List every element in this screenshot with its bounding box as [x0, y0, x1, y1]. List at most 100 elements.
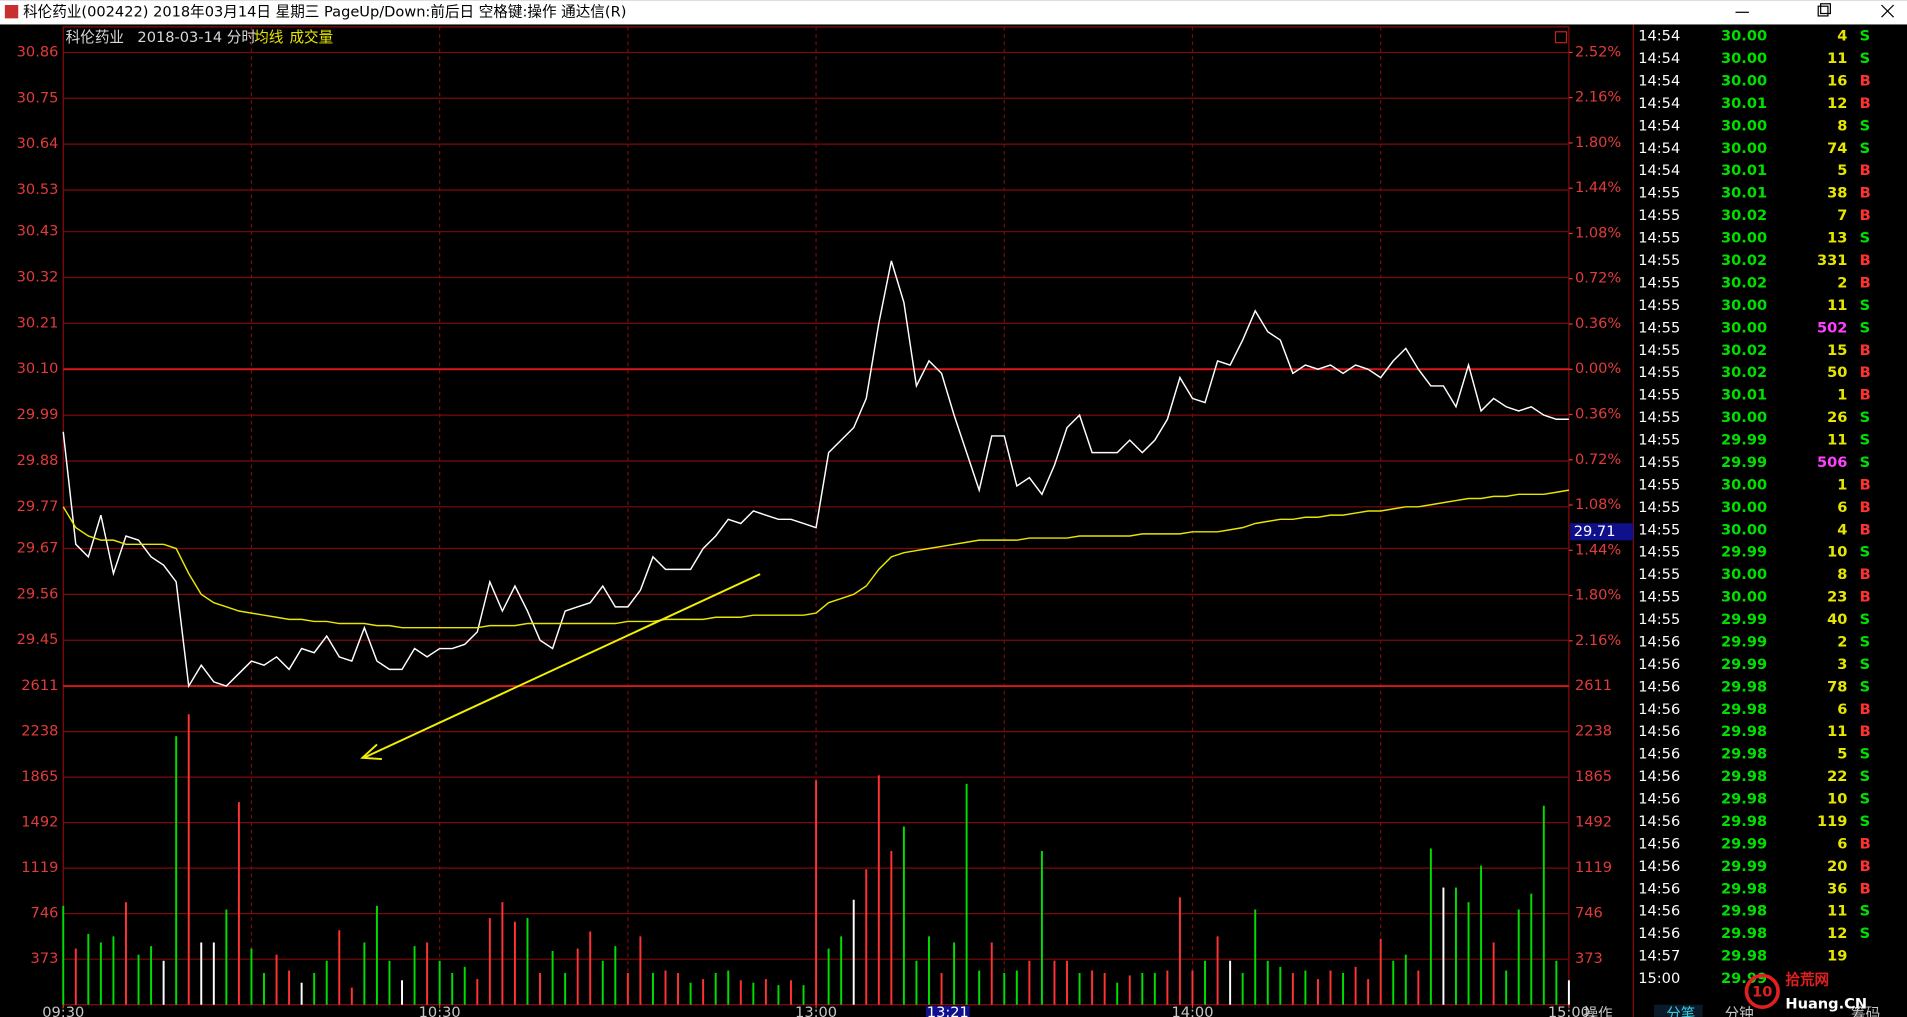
- trade-side: B: [1860, 364, 1871, 381]
- legend-volume: 成交量: [289, 28, 333, 46]
- volume-bar: [87, 933, 90, 1005]
- trade-price: 29.99: [1721, 656, 1767, 673]
- trade-price: 29.98: [1721, 746, 1767, 763]
- trade-volume: 6: [1837, 499, 1847, 516]
- y-tick-label-right: 746: [1575, 905, 1603, 922]
- trade-time: 14:56: [1638, 768, 1680, 785]
- trade-price: 30.00: [1721, 499, 1767, 516]
- volume-bar: [1367, 979, 1370, 1005]
- trade-time: 14:55: [1638, 521, 1680, 538]
- trade-volume: 8: [1837, 566, 1847, 583]
- annotation-arrow: [360, 573, 761, 761]
- trade-side: B: [1860, 185, 1871, 202]
- restore-button[interactable]: [1817, 3, 1831, 17]
- y-tick-label: 30.32: [17, 269, 59, 286]
- trade-volume: 4: [1837, 28, 1847, 45]
- trade-price: 30.02: [1721, 364, 1767, 381]
- trade-time: 14:56: [1638, 880, 1680, 897]
- volume-bar: [1454, 887, 1457, 1005]
- marks-layer: 13:21 29.71: [62, 260, 1634, 1017]
- trade-time: 14:55: [1638, 611, 1680, 628]
- trade-time: 14:54: [1638, 162, 1680, 179]
- volume-bar: [1480, 865, 1483, 1005]
- trade-side: S: [1860, 454, 1871, 471]
- volume-bar: [1053, 960, 1056, 1005]
- y2-tick-label: 0.72%: [1575, 451, 1621, 468]
- volume-bar: [1040, 850, 1043, 1005]
- trade-side: S: [1860, 28, 1871, 45]
- trade-side: S: [1860, 678, 1871, 695]
- trade-volume: 40: [1827, 611, 1847, 628]
- trade-time: 14:55: [1638, 342, 1680, 359]
- trade-time: 14:55: [1638, 274, 1680, 291]
- grid-layer: 30.86 30.75 30.64 30.53 30.43 30.32 30.21 30.10…: [17, 26, 1621, 1017]
- trade-price: 30.01: [1721, 162, 1767, 179]
- trade-volume: 10: [1827, 544, 1847, 561]
- volume-bar: [1178, 897, 1181, 1005]
- y-tick-label: 30.64: [17, 135, 59, 152]
- volume-bar: [263, 972, 265, 1005]
- trade-volume: 6: [1837, 835, 1847, 852]
- volume-bar: [1116, 982, 1119, 1005]
- trade-side: S: [1860, 791, 1871, 808]
- volume-bar: [62, 905, 65, 1005]
- trade-volume: 20: [1827, 858, 1847, 875]
- volume-bar: [463, 966, 466, 1005]
- y2-tick-label: 0.36%: [1575, 406, 1621, 423]
- volume-bar: [1379, 938, 1382, 1005]
- volume-bar: [300, 982, 303, 1005]
- trade-side: B: [1860, 476, 1871, 493]
- tab[interactable]: 筹码: [1851, 1005, 1880, 1017]
- volume-bar: [526, 918, 529, 1005]
- y-tick-label-right: 2238: [1575, 723, 1612, 740]
- trade-price: 30.02: [1721, 207, 1767, 224]
- y2-tick-label: 2.16%: [1575, 89, 1621, 106]
- trade-side: S: [1860, 544, 1871, 561]
- trade-price: 30.00: [1721, 50, 1767, 67]
- volume-bar: [187, 714, 190, 1005]
- volume-bar: [1204, 960, 1207, 1005]
- trade-price: 29.99: [1721, 858, 1767, 875]
- watermark-name: 拾荒网: [1785, 970, 1829, 988]
- tab[interactable]: 分钟: [1725, 1005, 1754, 1017]
- tab[interactable]: 分笔: [1666, 1005, 1695, 1017]
- y-tick-label-right: 1492: [1575, 814, 1612, 831]
- trade-time: 14:55: [1638, 387, 1680, 404]
- volume-bar: [764, 979, 767, 1005]
- volume-bar: [363, 942, 366, 1005]
- y-tick-label-right: 373: [1575, 950, 1603, 967]
- trade-time: 14:55: [1638, 207, 1680, 224]
- close-button[interactable]: [1881, 4, 1895, 18]
- trade-time: 14:55: [1638, 230, 1680, 247]
- volume-bar: [1354, 966, 1357, 1005]
- window-title: 科伦药业(002422) 2018年03月14日 星期三 PageUp/Down…: [23, 3, 626, 20]
- y-tick-label: 373: [31, 950, 59, 967]
- volume-bar: [1216, 936, 1219, 1005]
- x-tick-label: 10:30: [419, 1004, 461, 1017]
- trade-volume: 10: [1827, 791, 1847, 808]
- trade-time: 14:55: [1638, 297, 1680, 314]
- trade-time: 14:56: [1638, 835, 1680, 852]
- volume-bar: [1505, 970, 1508, 1005]
- volume-bar: [539, 972, 542, 1005]
- cursor-x-box: [925, 1005, 970, 1017]
- y2-tick-label: 1.08%: [1575, 496, 1621, 513]
- trade-side: B: [1860, 252, 1871, 269]
- expand-icon[interactable]: [1554, 31, 1568, 44]
- trade-volume: 506: [1817, 454, 1847, 471]
- trade-time: 14:56: [1638, 678, 1680, 695]
- volume-bar: [1279, 966, 1282, 1005]
- trade-time: 14:57: [1638, 948, 1680, 965]
- volume-bar: [551, 951, 554, 1005]
- volume-bar: [451, 972, 454, 1005]
- volume-bar: [1517, 909, 1520, 1005]
- y2-tick-label: 1.44%: [1575, 541, 1621, 558]
- trade-price: 29.99: [1721, 432, 1767, 449]
- trade-time: 14:55: [1638, 409, 1680, 426]
- trade-time: 14:55: [1638, 252, 1680, 269]
- volume-bar: [325, 960, 328, 1005]
- action-label[interactable]: 操作: [1583, 1005, 1613, 1017]
- trade-volume: 2: [1837, 274, 1847, 291]
